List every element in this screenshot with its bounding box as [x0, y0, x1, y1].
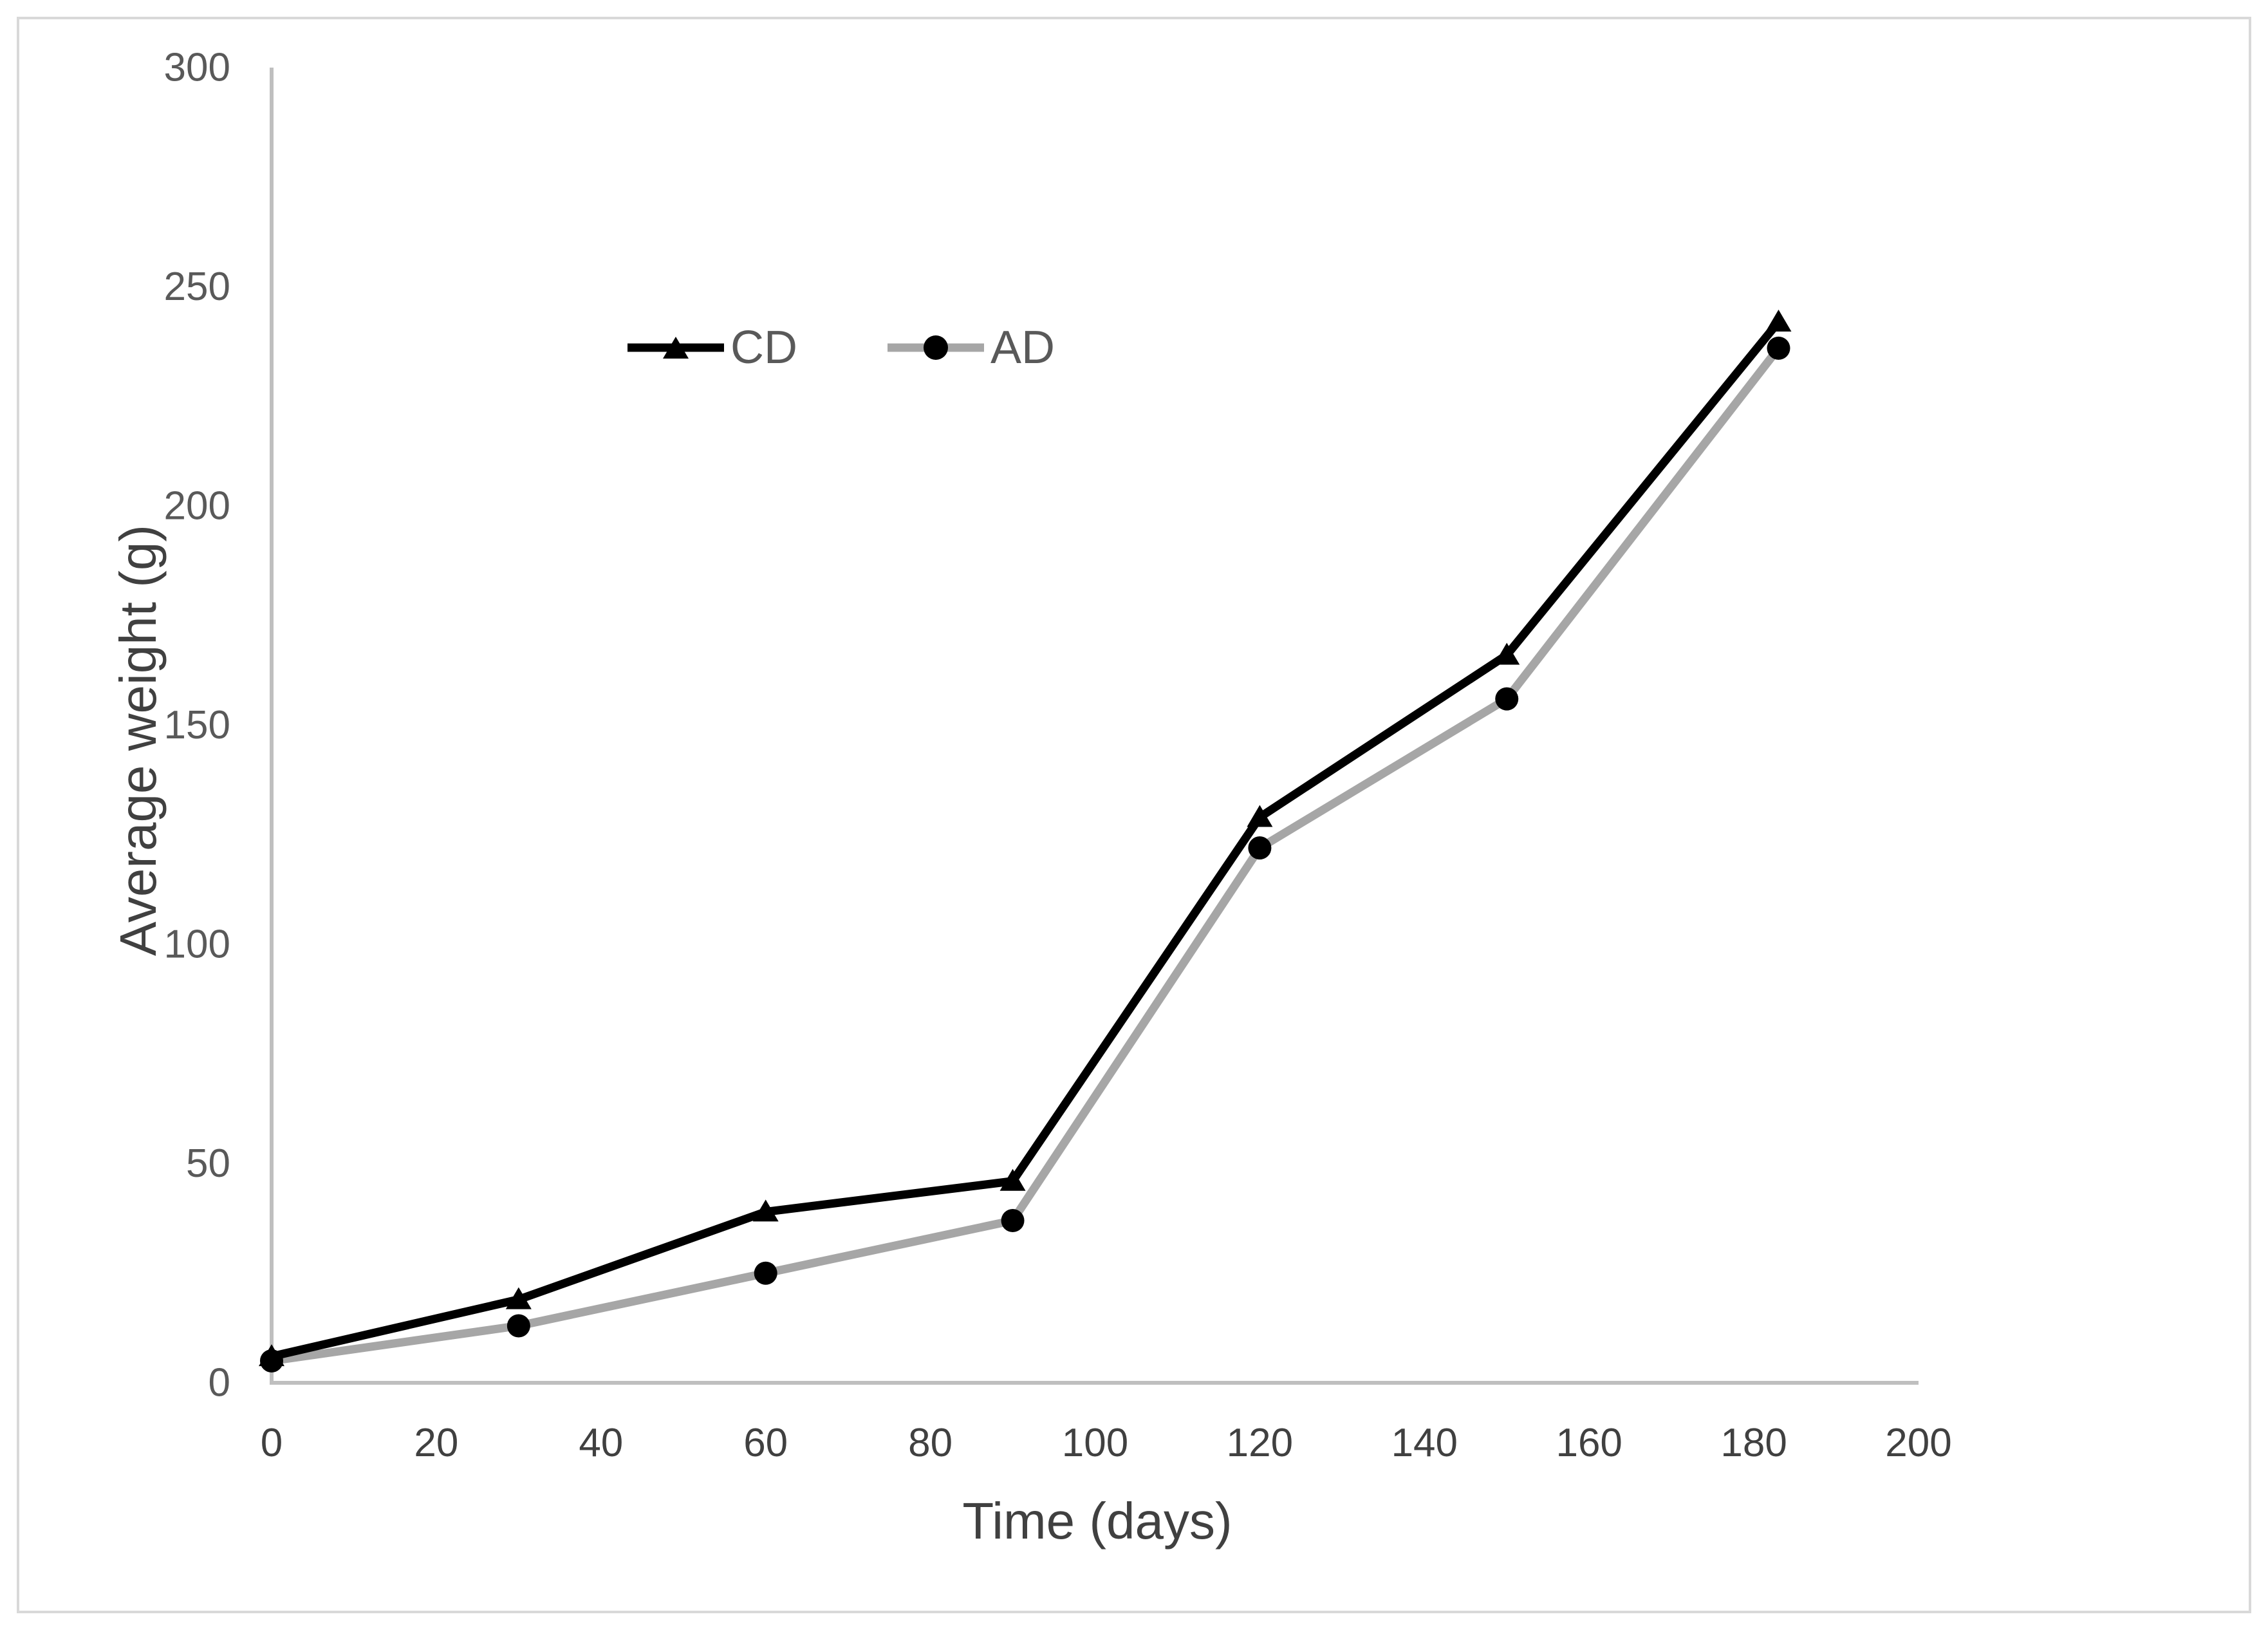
ad-data-point: [1001, 1209, 1025, 1233]
ad-data-point: [1248, 836, 1272, 860]
y-tick-label: 50: [186, 1141, 230, 1186]
cd-data-point: [259, 1344, 284, 1367]
y-tick-label: 200: [164, 484, 230, 529]
x-tick-label: 40: [579, 1421, 623, 1465]
x-tick-label: 200: [1885, 1421, 1951, 1465]
legend: CD AD: [627, 319, 1055, 377]
cd-data-point: [752, 1199, 779, 1222]
ad-data-point: [1495, 687, 1519, 711]
legend-swatch-ad: [888, 319, 984, 377]
cd-data-point: [505, 1287, 532, 1309]
y-tick-label: 300: [164, 46, 230, 90]
triangle-marker-icon: [663, 337, 689, 359]
ad-data-point: [507, 1314, 530, 1338]
cd-data-point: [1494, 642, 1520, 665]
y-tick-label: 100: [164, 923, 230, 967]
x-tick-label: 180: [1720, 1421, 1787, 1465]
x-tick-label: 80: [908, 1421, 953, 1465]
ad-data-point: [1767, 336, 1790, 360]
cd-data-point: [1247, 805, 1273, 827]
y-tick-label: 0: [209, 1361, 230, 1405]
legend-item-ad: AD: [888, 319, 1055, 377]
circle-marker-icon: [924, 335, 948, 360]
legend-swatch-cd: [627, 319, 724, 377]
legend-item-cd: CD: [627, 319, 797, 377]
ad-data-point: [754, 1261, 777, 1285]
x-tick-label: 0: [261, 1421, 283, 1465]
x-tick-label: 60: [743, 1421, 788, 1465]
ad-series-line: [267, 344, 1783, 1365]
y-tick-label: 150: [164, 703, 230, 747]
y-axis-title: Average weight (g): [109, 525, 167, 956]
x-axis-title: Time (days): [962, 1492, 1232, 1550]
legend-label-ad: AD: [990, 322, 1055, 373]
x-tick-label: 20: [414, 1421, 458, 1465]
x-tick-label: 100: [1062, 1421, 1128, 1465]
cd-data-point: [999, 1168, 1026, 1191]
x-tick-label: 160: [1556, 1421, 1622, 1465]
x-tick-label: 120: [1227, 1421, 1293, 1465]
legend-label-cd: CD: [730, 322, 797, 373]
y-tick-label: 250: [164, 265, 230, 309]
x-tick-label: 140: [1391, 1421, 1458, 1465]
cd-data-point: [1765, 309, 1792, 332]
